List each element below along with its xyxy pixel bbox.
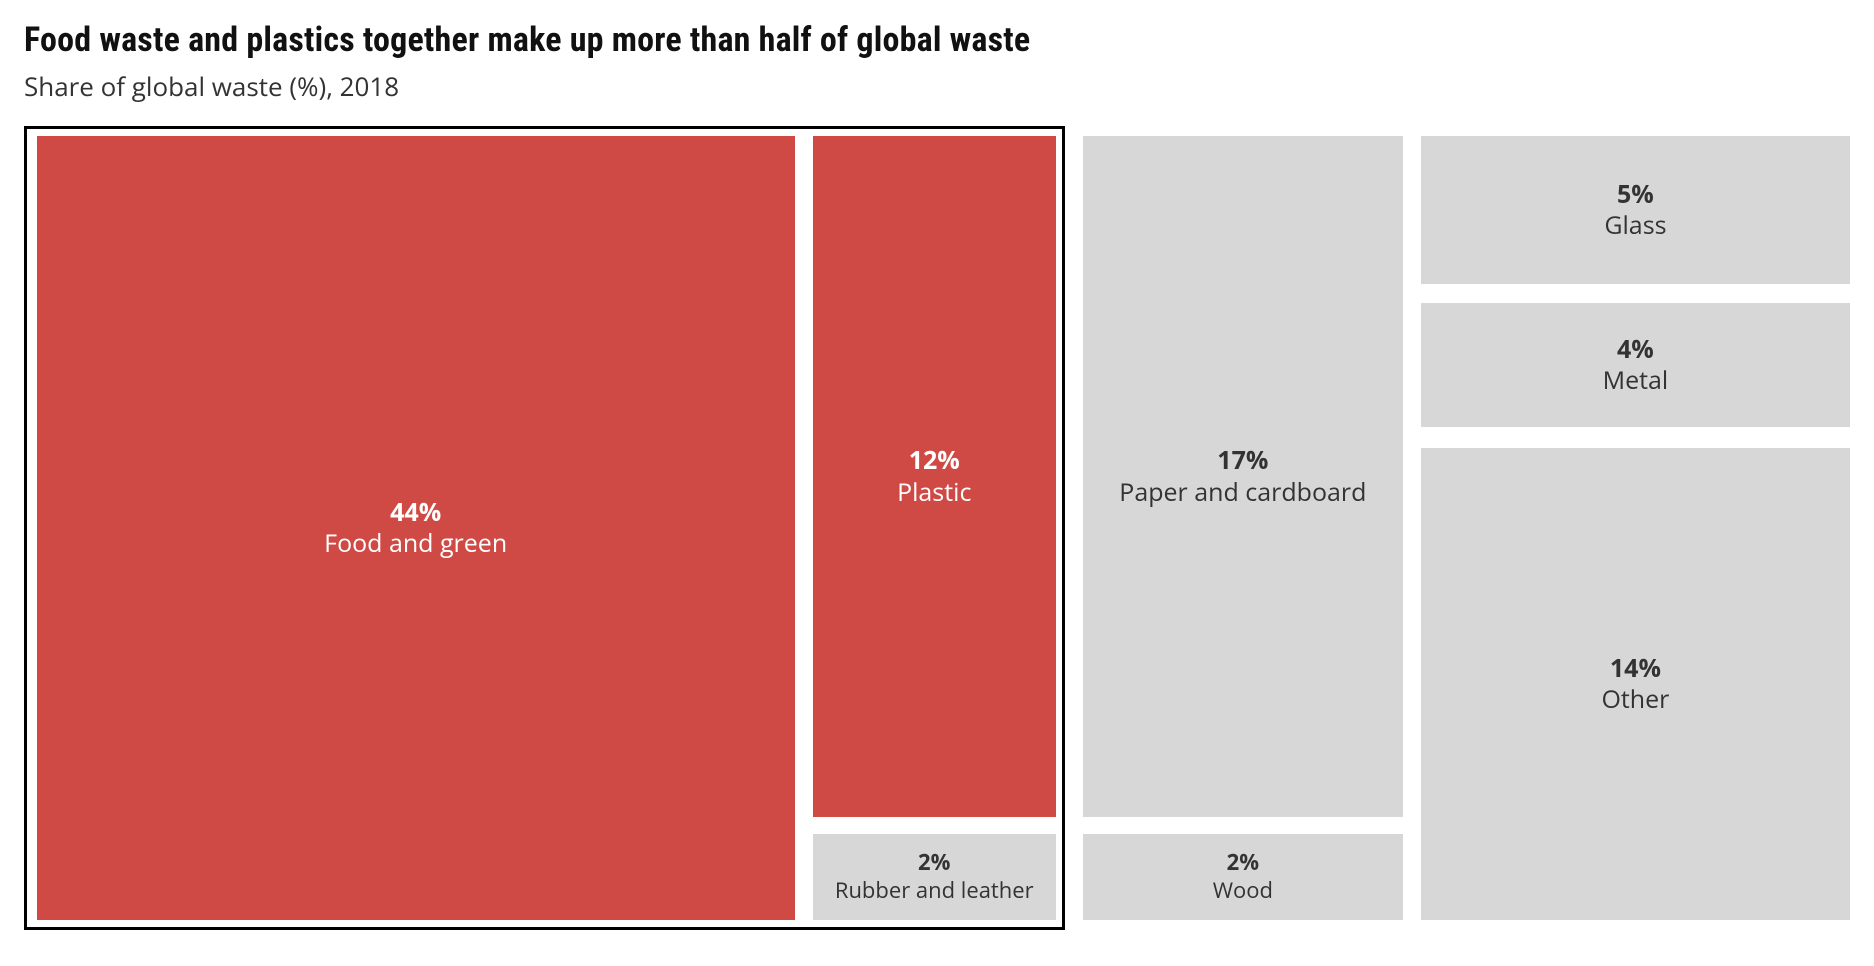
tile-percent: 17%: [1217, 445, 1268, 476]
tile-label: Wood: [1213, 877, 1273, 905]
chart-title: Food waste and plastics together make up…: [24, 20, 1850, 60]
tile-metal: 4%Metal: [1421, 303, 1850, 428]
tile-percent: 12%: [909, 445, 960, 476]
tile-label: Glass: [1604, 210, 1666, 241]
tile-wood: 2%Wood: [1083, 834, 1403, 921]
tile-percent: 2%: [1227, 849, 1259, 877]
tile-percent: 44%: [390, 497, 441, 528]
tile-label: Paper and cardboard: [1119, 477, 1366, 508]
tile-label: Metal: [1603, 365, 1669, 396]
tile-percent: 14%: [1610, 653, 1661, 684]
treemap-chart: 44%Food and green12%Plastic2%Rubber and …: [24, 126, 1850, 930]
tile-label: Rubber and leather: [835, 877, 1034, 905]
tile-percent: 5%: [1617, 179, 1654, 210]
tile-food-and-green: 44%Food and green: [37, 136, 795, 921]
tile-percent: 4%: [1617, 334, 1654, 365]
tile-label: Other: [1601, 684, 1669, 715]
tile-percent: 2%: [918, 849, 950, 877]
tile-label: Food and green: [324, 528, 507, 559]
tile-rubber-and-leather: 2%Rubber and leather: [813, 834, 1056, 921]
tile-other: 14%Other: [1421, 448, 1850, 921]
tile-glass: 5%Glass: [1421, 136, 1850, 285]
chart-subtitle: Share of global waste (%), 2018: [24, 68, 1850, 104]
tile-plastic: 12%Plastic: [813, 136, 1056, 818]
tile-paper-and-cardboard: 17%Paper and cardboard: [1083, 136, 1403, 818]
tile-label: Plastic: [897, 477, 971, 508]
